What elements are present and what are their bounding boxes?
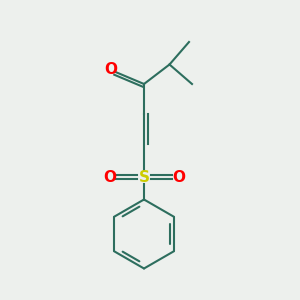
Text: O: O — [104, 61, 118, 76]
Text: S: S — [139, 169, 149, 184]
Text: O: O — [172, 169, 185, 184]
Text: O: O — [103, 169, 116, 184]
